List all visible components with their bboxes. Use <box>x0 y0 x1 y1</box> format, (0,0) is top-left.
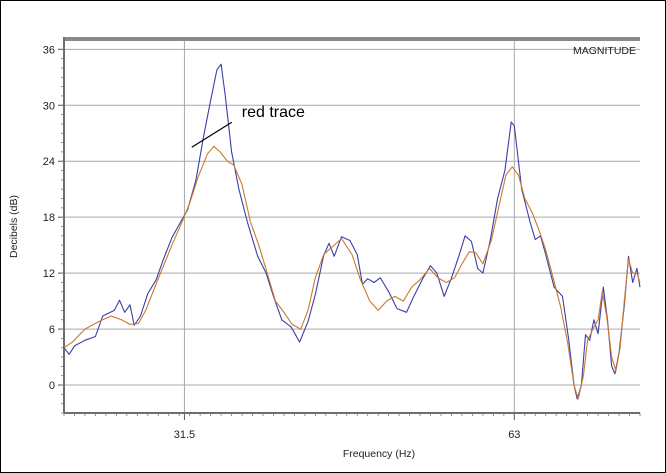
x-axis-title: Frequency (Hz) <box>343 448 415 460</box>
series-line-1 <box>63 63 641 400</box>
y-tick-label: 24 <box>43 156 55 168</box>
axes <box>58 37 641 420</box>
x-tick-label: 63 <box>508 429 520 441</box>
panel-label: MAGNITUDE <box>573 45 636 57</box>
y-tick-label: 12 <box>43 268 55 280</box>
x-tick-label: 31.5 <box>174 429 195 441</box>
y-tick-label: 30 <box>43 100 55 112</box>
grid <box>64 40 640 413</box>
annotation-label: red trace <box>242 104 305 121</box>
labels: 0 6 12 18 24 30 36 31.5 63 <box>43 44 521 441</box>
annotation-leader-line <box>191 121 233 148</box>
series-line-2 <box>63 145 641 400</box>
y-tick-label: 18 <box>43 212 55 224</box>
y-tick-label: 6 <box>49 324 55 336</box>
plot-top-border <box>64 37 640 41</box>
y-tick-label: 0 <box>49 380 55 392</box>
y-tick-label: 36 <box>43 44 55 56</box>
y-axis-title: Decibels (dB) <box>8 195 20 258</box>
series-group <box>63 63 641 400</box>
